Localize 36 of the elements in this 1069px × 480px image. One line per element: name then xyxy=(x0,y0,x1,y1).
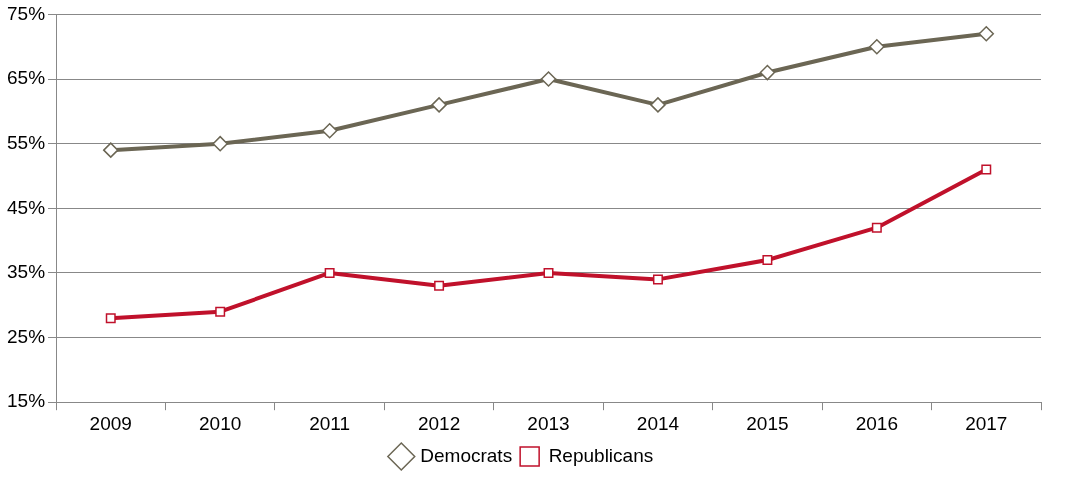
y-tick-label: 45% xyxy=(7,196,46,218)
y-tick-label: 35% xyxy=(7,261,46,283)
x-tick-label: 2017 xyxy=(965,412,1008,434)
x-tick-label: 2014 xyxy=(636,412,680,434)
legend-label: Democrats xyxy=(420,444,513,466)
point xyxy=(869,38,885,55)
y-tick-label: 25% xyxy=(7,325,46,347)
point xyxy=(103,142,119,158)
point xyxy=(652,274,663,285)
point xyxy=(762,255,773,265)
point xyxy=(540,71,557,87)
x-tick-label: 2012 xyxy=(417,412,461,434)
point xyxy=(105,313,116,324)
y-tick-label: 55% xyxy=(7,131,46,153)
point xyxy=(978,26,995,42)
point xyxy=(981,164,992,175)
x-tick-label: 2009 xyxy=(89,412,132,434)
point xyxy=(431,97,447,113)
y-tick-label: 15% xyxy=(7,390,46,412)
point xyxy=(871,222,882,233)
legend-label: Republicans xyxy=(548,444,654,466)
x-tick-label: 2016 xyxy=(855,412,898,434)
x-tick-label: 2010 xyxy=(199,412,242,434)
point xyxy=(324,267,335,278)
point xyxy=(212,135,228,152)
x-tick-label: 2015 xyxy=(746,412,789,434)
x-tick-label: 2013 xyxy=(527,412,570,434)
point xyxy=(650,97,666,113)
x-tick-label: 2011 xyxy=(309,412,351,434)
point xyxy=(543,267,554,278)
point xyxy=(434,280,445,291)
point xyxy=(321,122,338,139)
y-tick-label: 75% xyxy=(7,2,46,24)
y-tick-label: 65% xyxy=(7,67,46,89)
point xyxy=(759,64,776,81)
point xyxy=(215,306,226,317)
